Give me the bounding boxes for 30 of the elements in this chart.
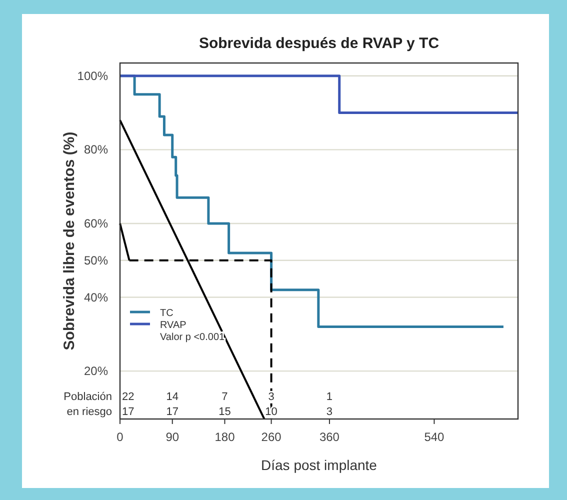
- y-axis-title: Sobrevida libre de eventos (%): [61, 132, 78, 350]
- y-tick-label: 20%: [84, 364, 108, 378]
- annotation: 3: [326, 406, 333, 418]
- x-tick-label: 180: [214, 430, 236, 444]
- x-axis-title: Días post implante: [261, 457, 378, 473]
- y-tick-label: 60%: [84, 216, 108, 230]
- text: en riesgo: [66, 406, 112, 418]
- y-tick-label: 100%: [77, 68, 108, 83]
- x-tick-label: 90: [166, 430, 180, 444]
- annotation: 15: [218, 406, 231, 418]
- annotation: 17: [122, 406, 134, 418]
- annotation: 17: [166, 406, 178, 418]
- x-tick-label: 540: [424, 430, 445, 444]
- text: Población: [64, 391, 112, 403]
- annotation: 22: [122, 391, 134, 403]
- legend-label: TC: [160, 308, 174, 319]
- annotation: Valor p <0.001: [160, 332, 226, 343]
- annotation: 3: [268, 391, 274, 403]
- x-tick-label: 260: [261, 430, 282, 444]
- y-tick-label: 40%: [84, 290, 108, 304]
- annotation: 10: [265, 406, 278, 418]
- annotation: 14: [166, 391, 178, 403]
- y-tick-label: 80%: [84, 142, 108, 157]
- annotation: 7: [222, 391, 228, 403]
- annotation: 1: [326, 391, 333, 403]
- chart-title: Sobrevida después de RVAP y TC: [198, 35, 440, 52]
- y-tick-label: 50%: [84, 253, 108, 268]
- legend-label: RVAP: [160, 320, 187, 331]
- x-tick-label: 0: [116, 430, 124, 444]
- x-tick-label: 360: [319, 430, 340, 444]
